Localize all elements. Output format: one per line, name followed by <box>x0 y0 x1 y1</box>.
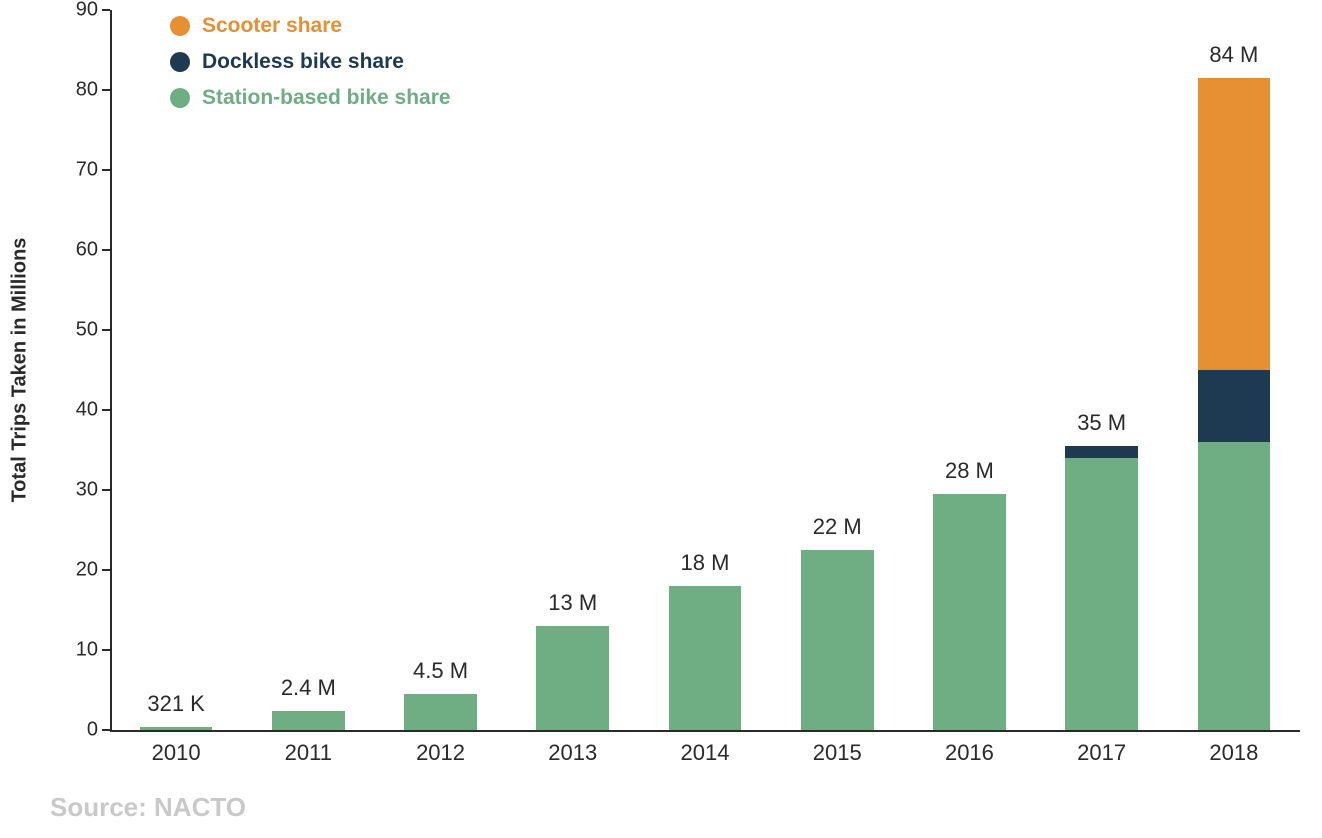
bar-segment-station <box>933 494 1006 730</box>
x-tick-label: 2010 <box>116 740 236 766</box>
bar-group <box>536 10 609 730</box>
x-axis-line <box>110 730 1300 732</box>
bar-segment-station <box>801 550 874 730</box>
x-tick-label: 2013 <box>513 740 633 766</box>
legend-color-dot <box>170 88 190 108</box>
bar-segment-scooter <box>1198 78 1271 370</box>
legend: Scooter share Dockless bike share Station-… <box>170 14 451 122</box>
y-axis-title: Total Trips Taken in Millions <box>9 238 32 503</box>
y-tick-label: 70 <box>58 159 98 182</box>
y-tick-mark <box>102 329 110 331</box>
y-tick-mark <box>102 729 110 731</box>
x-tick-label: 2014 <box>645 740 765 766</box>
legend-label: Station-based bike share <box>202 86 451 110</box>
bar-group <box>801 10 874 730</box>
bar-segment-dockless <box>1198 370 1271 442</box>
legend-label: Scooter share <box>202 14 342 38</box>
y-tick-mark <box>102 649 110 651</box>
y-tick-label: 20 <box>58 559 98 582</box>
bar-value-label: 13 M <box>493 590 653 616</box>
bar-segment-station <box>1198 442 1271 730</box>
legend-item-scooter: Scooter share <box>170 14 451 38</box>
legend-item-station: Station-based bike share <box>170 86 451 110</box>
source-attribution: Source: NACTO <box>50 792 246 823</box>
bar-value-label: 84 M <box>1154 42 1314 68</box>
y-tick-label: 10 <box>58 639 98 662</box>
bar-value-label: 18 M <box>625 550 785 576</box>
y-tick-mark <box>102 89 110 91</box>
bar-segment-station <box>1065 458 1138 730</box>
bar-group <box>669 10 742 730</box>
bar-segment-station <box>669 586 742 730</box>
x-tick-label: 2012 <box>381 740 501 766</box>
legend-label: Dockless bike share <box>202 50 404 74</box>
y-tick-mark <box>102 409 110 411</box>
y-tick-label: 50 <box>58 319 98 342</box>
bar-value-label: 35 M <box>1022 410 1182 436</box>
y-tick-mark <box>102 9 110 11</box>
y-tick-label: 80 <box>58 79 98 102</box>
y-tick-label: 40 <box>58 399 98 422</box>
bar-segment-station <box>140 727 213 730</box>
x-tick-label: 2016 <box>909 740 1029 766</box>
bar-group <box>1198 10 1271 730</box>
bar-segment-station <box>536 626 609 730</box>
bar-value-label: 28 M <box>889 458 1049 484</box>
bar-segment-station <box>272 711 345 730</box>
x-tick-label: 2018 <box>1174 740 1294 766</box>
bar-group <box>1065 10 1138 730</box>
legend-color-dot <box>170 16 190 36</box>
y-tick-label: 30 <box>58 479 98 502</box>
bar-value-label: 4.5 M <box>361 658 521 684</box>
bar-segment-dockless <box>1065 446 1138 458</box>
y-tick-label: 90 <box>58 0 98 22</box>
x-tick-label: 2015 <box>777 740 897 766</box>
y-tick-label: 60 <box>58 239 98 262</box>
y-tick-mark <box>102 489 110 491</box>
bar-group <box>933 10 1006 730</box>
y-tick-label: 0 <box>58 719 98 742</box>
x-tick-label: 2017 <box>1042 740 1162 766</box>
x-tick-label: 2011 <box>248 740 368 766</box>
bar-value-label: 22 M <box>757 514 917 540</box>
y-tick-mark <box>102 169 110 171</box>
chart-container: Total Trips Taken in Millions 0 10 20 30 40 5… <box>0 0 1322 838</box>
legend-item-dockless: Dockless bike share <box>170 50 451 74</box>
y-tick-mark <box>102 569 110 571</box>
y-tick-mark <box>102 249 110 251</box>
legend-color-dot <box>170 52 190 72</box>
bar-segment-station <box>404 694 477 730</box>
